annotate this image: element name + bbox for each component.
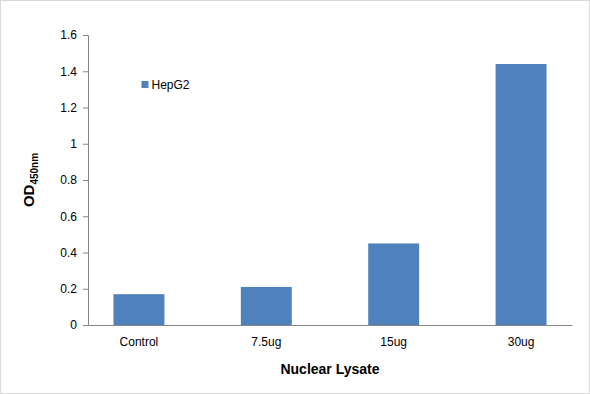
y-tick-label: 1.2 [60,101,77,115]
y-tick-mark [83,289,88,290]
y-tick: 0.6 [60,210,88,224]
y-tick: 1 [70,137,88,151]
bar [113,294,164,325]
y-tick: 1.4 [60,65,88,79]
y-axis-line [83,36,89,326]
y-tick-label: 1.6 [60,28,77,42]
y-tick: 0.2 [60,282,88,296]
y-tick-mark [83,325,88,326]
y-tick-mark [83,35,88,36]
chart-frame [1,1,590,394]
x-tick: 7.5ug [251,325,281,349]
bar [368,243,419,325]
y-tick-label: 0.2 [60,282,77,296]
legend-label: HepG2 [151,78,189,92]
bar [496,64,547,325]
x-axis: Control 7.5ug 15ug 30ug [89,325,573,349]
y-axis-title: OD450nm [20,153,40,207]
x-tick-label: 15ug [380,335,407,349]
x-tick-label: 7.5ug [251,335,281,349]
legend: HepG2 [141,78,189,92]
y-tick: 1.6 [60,28,88,42]
y-tick-label: 1.4 [60,65,77,79]
legend-swatch [141,81,148,88]
y-tick-mark [83,180,88,181]
y-tick: 1.2 [60,101,88,115]
x-tick: Control [120,325,159,349]
y-tick-mark [83,108,88,109]
y-tick-mark [83,216,88,217]
x-tick: 30ug [508,325,535,349]
x-axis-line [89,325,573,326]
plot-area [113,64,546,325]
y-tick-label: 0.8 [60,173,77,187]
x-tick-label: Control [120,335,159,349]
x-axis-title: Nuclear Lysate [280,361,379,377]
y-axis: 0 0.2 0.4 0.6 0.8 1 1.2 1.4 1.6 [60,28,88,332]
x-tick-label: 30ug [508,335,535,349]
x-tick: 15ug [380,325,407,349]
bar [241,287,292,325]
y-tick: 0 [70,318,88,332]
y-tick: 0.8 [60,173,88,187]
y-tick-mark [83,253,88,254]
y-tick-label: 0.6 [60,210,77,224]
y-tick: 0.4 [60,246,88,260]
y-tick-mark [83,71,88,72]
y-tick-label: 0 [70,318,77,332]
y-tick-mark [83,144,88,145]
y-tick-label: 1 [70,137,77,151]
chart: 0 0.2 0.4 0.6 0.8 1 1.2 1.4 1.6 Control 7.5ug 15ug 3… [0,0,590,394]
y-tick-label: 0.4 [60,246,77,260]
